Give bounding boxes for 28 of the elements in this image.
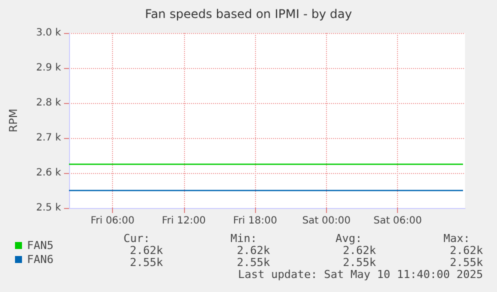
text: Last update: Sat May 10 11:40:00 2025 [238,268,483,281]
text: Min: [230,232,257,245]
x-tick-label: Sat 06:00 [373,216,422,226]
text: 2.55k [236,256,270,269]
text: 2.55k [342,256,376,269]
chart-title: Fan speeds based on IPMI - by day [145,7,352,21]
y-tick-label: 2.7 k [36,132,62,144]
x-tick-label: Fri 06:00 [90,216,135,226]
text: Avg: [336,232,362,245]
y-tick-label: 2.8 k [36,98,62,108]
y-tick-label: 2.5 k [36,202,62,214]
legend-label: FAN6 [27,253,54,266]
y-tick-label: 2.6 k [36,168,62,178]
text: 2.62k [450,244,484,257]
text: 2.55k [450,256,484,269]
legend-label: FAN5 [27,239,54,252]
y-axis-title: RPM [7,108,20,132]
y-tick-label: 3.0 k [36,28,62,38]
text: 2.55k [130,256,164,269]
text: 2.62k [236,244,270,257]
x-tick-label: Fri 12:00 [162,216,206,226]
text: 2.62k [130,244,164,257]
x-tick-label: Sat 00:00 [302,216,351,226]
text: 2.62k [342,244,376,257]
y-tick-label: 2.9 k [36,62,62,74]
x-tick-label: Fri 18:00 [233,216,278,226]
text: Cur: [124,232,150,245]
text: Max: [444,232,470,245]
